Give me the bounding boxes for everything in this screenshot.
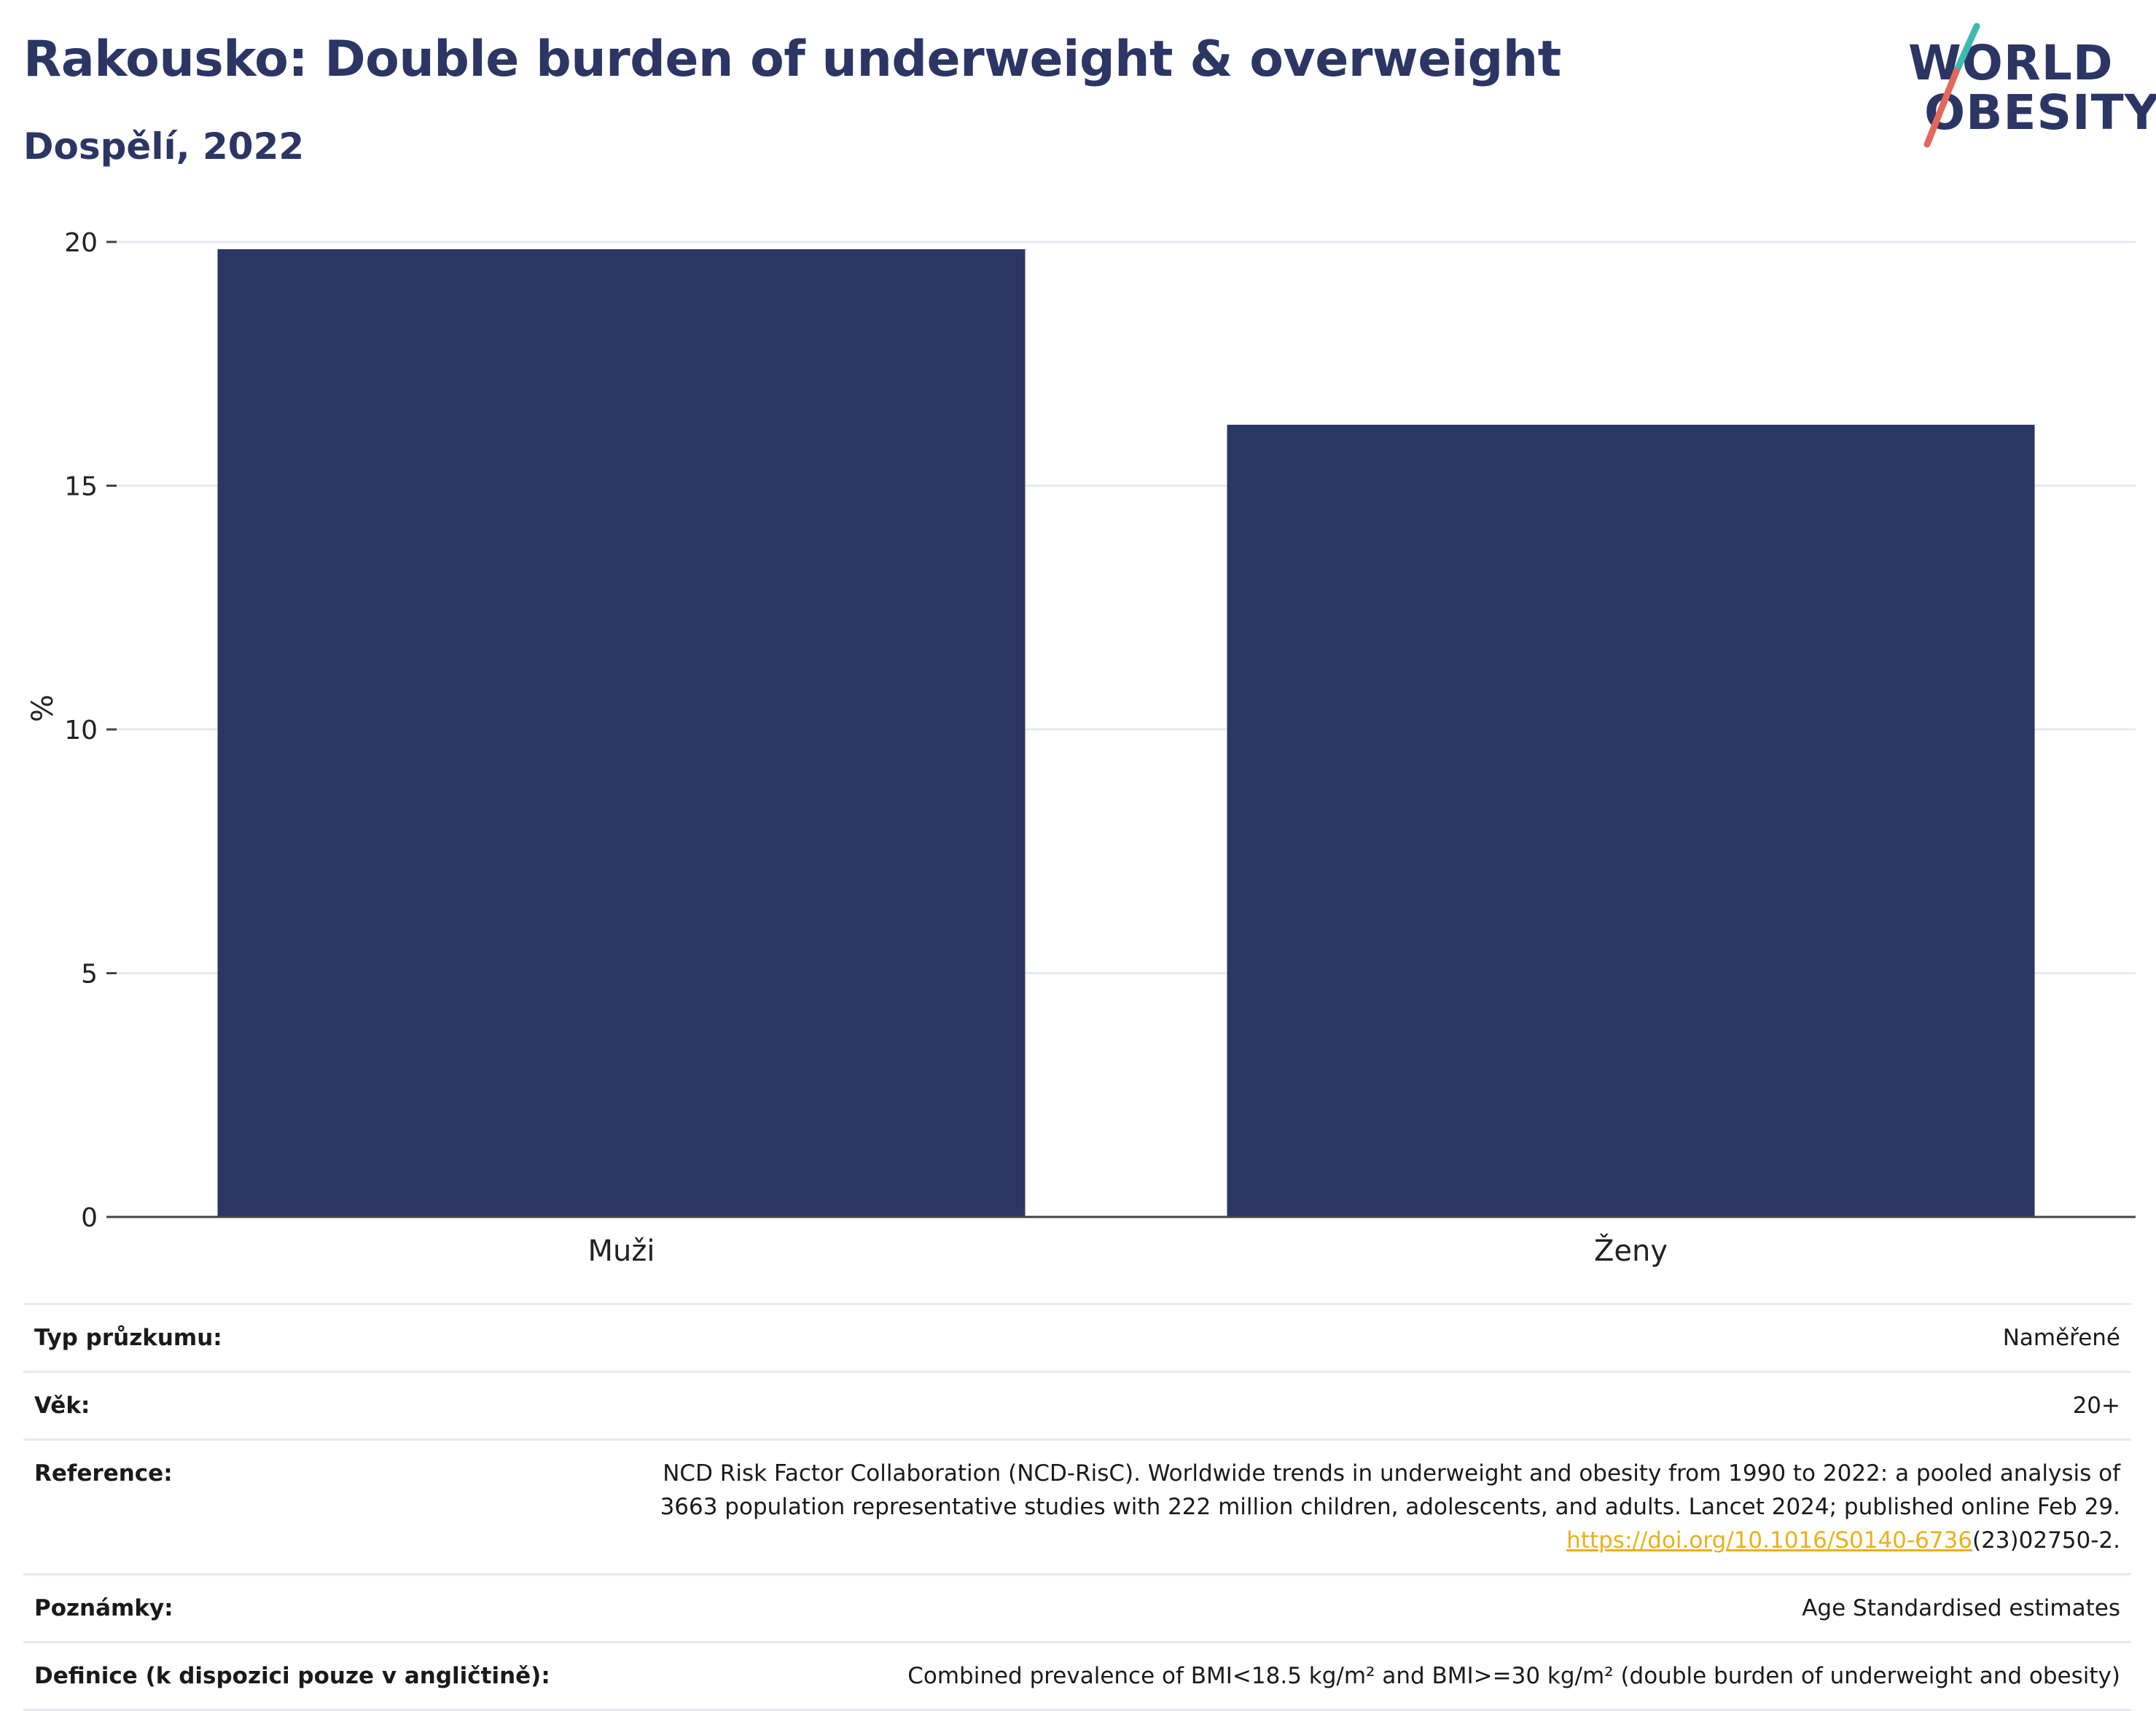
age-value: 20+ [2072, 1393, 2120, 1419]
y-tick-label: 0 [81, 1203, 98, 1233]
info-row-survey: Typ průzkumu: Naměřené [23, 1303, 2131, 1371]
info-table: Typ průzkumu: Naměřené Věk: 20+ Referenc… [23, 1303, 2131, 1711]
world-obesity-logo: WORLD OBESITY [1895, 20, 2156, 152]
notes-value: Age Standardised estimates [1802, 1595, 2120, 1621]
chart-title: Rakousko: Double burden of underweight &… [23, 31, 1561, 88]
reference-value: NCD Risk Factor Collaboration (NCD-RisC)… [660, 1457, 2120, 1557]
reference-tail: (23)02750-2. [1972, 1527, 2120, 1554]
y-axis-label: % [26, 694, 60, 722]
bars [217, 249, 2035, 1217]
reference-link[interactable]: https://doi.org/10.1016/S0140-6736 [1566, 1527, 1972, 1554]
y-tick-label: 10 [64, 716, 98, 745]
definition-value: Combined prevalence of BMI<18.5 kg/m² an… [907, 1663, 2120, 1689]
y-tick-label: 20 [64, 228, 98, 258]
chart-subtitle: Dospělí, 2022 [23, 125, 305, 168]
bar-chart: 0 5 10 15 20 Muži Ženy % [26, 228, 2136, 1268]
logo-slash-icon [1923, 23, 1980, 148]
survey-value: Naměřené [2002, 1325, 2120, 1351]
definition-key: Definice (k dispozici pouze v angličtině… [34, 1663, 550, 1689]
y-tick-label: 15 [64, 472, 98, 502]
info-row-notes: Poznámky: Age Standardised estimates [23, 1573, 2131, 1641]
reference-key: Reference: [34, 1460, 173, 1487]
y-tick-label: 5 [81, 960, 98, 990]
survey-key: Typ průzkumu: [34, 1325, 222, 1351]
bar-2 [1227, 424, 2035, 1217]
reference-line2: 3663 population representative studies w… [660, 1494, 2120, 1520]
info-row-age: Věk: 20+ [23, 1371, 2131, 1438]
info-row-reference: Reference: NCD Risk Factor Collaboration… [23, 1438, 2131, 1573]
bar-1 [217, 249, 1026, 1217]
x-category-label: Muži [588, 1234, 655, 1268]
logo-line1: WORLD [1908, 35, 2114, 91]
info-row-definition: Definice (k dispozici pouze v angličtině… [23, 1641, 2131, 1711]
x-category-label: Ženy [1594, 1233, 1668, 1268]
notes-key: Poznámky: [34, 1595, 173, 1621]
age-key: Věk: [34, 1393, 90, 1419]
logo-line2: OBESITY [1924, 85, 2156, 141]
axis-labels: 0 5 10 15 20 Muži Ženy [64, 228, 1668, 1268]
reference-line1: NCD Risk Factor Collaboration (NCD-RisC)… [663, 1460, 2120, 1487]
